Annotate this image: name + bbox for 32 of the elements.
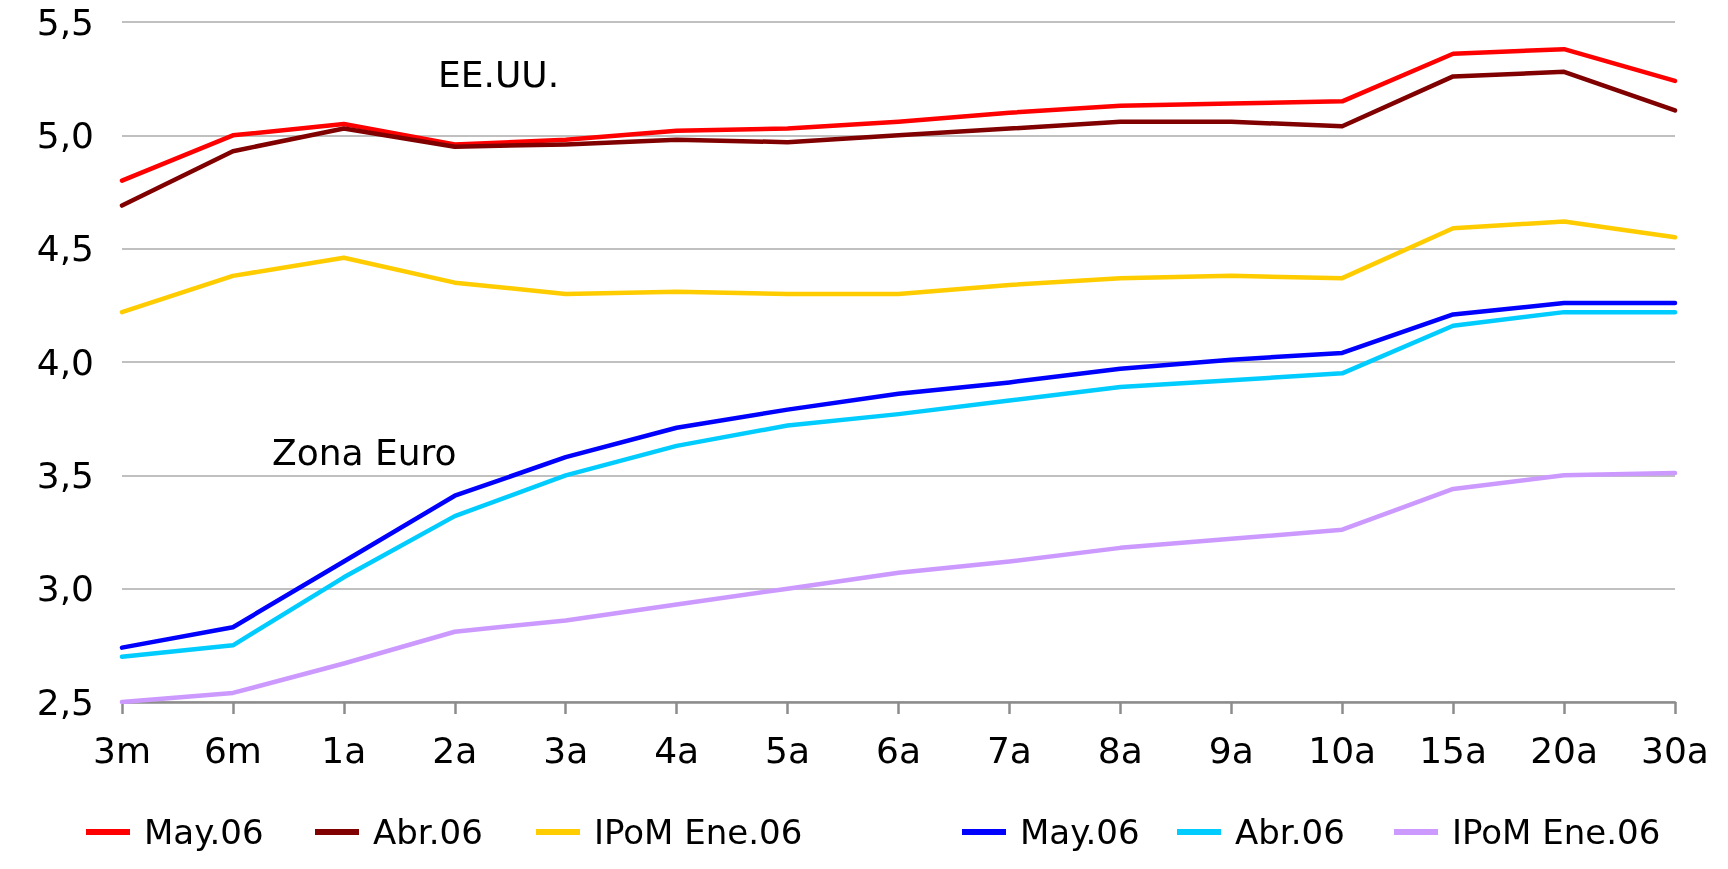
legend-label: Abr.06 xyxy=(1235,812,1345,852)
x-tick-label: 6a xyxy=(876,729,921,771)
y-tick-label: 3,0 xyxy=(36,568,94,610)
annotation: Zona Euro xyxy=(272,431,457,473)
x-tick-label: 6m xyxy=(203,729,262,771)
x-tick-label: 10a xyxy=(1308,729,1377,771)
y-tick-label: 3,5 xyxy=(36,454,94,496)
x-tick-label: 8a xyxy=(1097,729,1143,771)
x-tick-label: 20a xyxy=(1530,729,1599,771)
line-series xyxy=(119,46,1678,183)
legend-label: May.06 xyxy=(1020,812,1140,852)
x-tick-label: 3a xyxy=(543,729,589,771)
legend-label: Abr.06 xyxy=(373,812,483,852)
x-tick-label: 4a xyxy=(654,729,700,771)
x-tick-label: 5a xyxy=(765,729,811,771)
y-tick-label: 5,5 xyxy=(36,1,94,43)
y-tick-label: 2,5 xyxy=(36,681,94,723)
y-tick-label: 4,0 xyxy=(36,341,94,383)
x-tick-label: 2a xyxy=(432,729,478,771)
legend-label: May.06 xyxy=(144,812,264,852)
x-tick-label: 15a xyxy=(1419,729,1488,771)
x-tick-label: 7a xyxy=(986,729,1032,771)
x-tick-label: 9a xyxy=(1208,729,1254,771)
y-tick-label: 4,5 xyxy=(36,228,94,270)
y-tick-label: 5,0 xyxy=(36,114,94,156)
x-tick-label: 1a xyxy=(321,729,367,771)
line-series xyxy=(119,219,1678,315)
annotation: EE.UU. xyxy=(438,53,560,95)
x-tick-label: 3m xyxy=(93,729,151,771)
x-tick-label: 30a xyxy=(1641,729,1709,771)
legend-label: IPoM Ene.06 xyxy=(594,812,803,852)
legend-label: IPoM Ene.06 xyxy=(1452,812,1661,852)
